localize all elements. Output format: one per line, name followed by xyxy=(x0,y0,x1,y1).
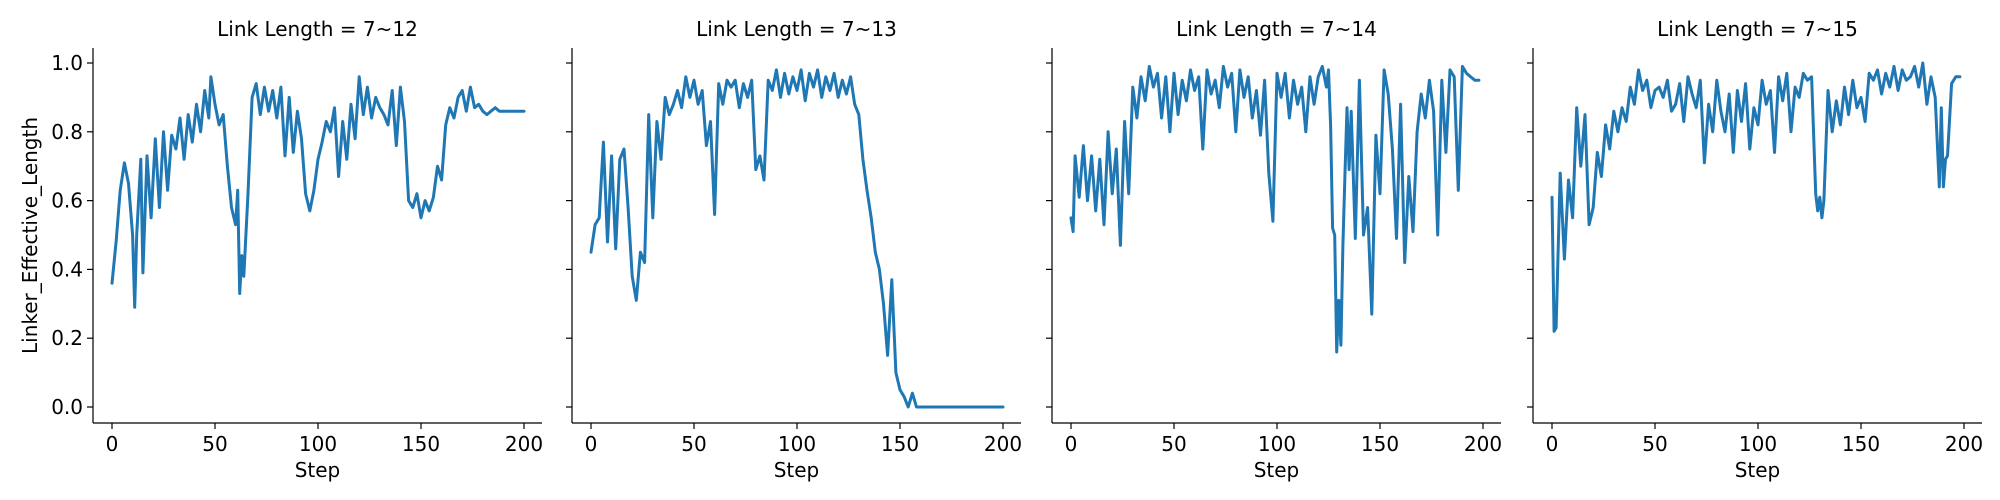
y-axis-label: Linker_Effective_Length xyxy=(18,117,42,354)
panel-title: Link Length = 7~13 xyxy=(696,17,897,41)
y-tick-label: 0.0 xyxy=(51,395,83,419)
x-tick-label: 200 xyxy=(505,432,543,456)
x-tick-label: 100 xyxy=(778,432,816,456)
x-tick-label: 50 xyxy=(202,432,227,456)
x-tick-label: 50 xyxy=(1161,432,1186,456)
x-tick-label: 200 xyxy=(1464,432,1502,456)
y-tick-label: 0.4 xyxy=(51,257,83,281)
x-tick-label: 0 xyxy=(1546,432,1559,456)
series-line xyxy=(1069,64,1481,354)
x-tick-label: 100 xyxy=(1258,432,1296,456)
x-axis-label: Step xyxy=(1735,458,1781,482)
x-tick-label: 150 xyxy=(402,432,440,456)
y-tick-label: 1.0 xyxy=(51,51,83,75)
y-tick-label: 0.8 xyxy=(51,120,83,144)
x-tick-label: 50 xyxy=(681,432,706,456)
chart-panel-2: Link Length = 7~13 0 50 100 150 200 Step xyxy=(566,17,1022,482)
y-tick-label: 0.2 xyxy=(51,326,83,350)
x-tick-label: 0 xyxy=(585,432,598,456)
x-tick-label: 100 xyxy=(299,432,337,456)
x-axis-label: Step xyxy=(295,458,341,482)
panel-title: Link Length = 7~14 xyxy=(1176,17,1377,41)
x-tick-label: 150 xyxy=(881,432,919,456)
series-line xyxy=(1550,61,1962,333)
x-tick-label: 100 xyxy=(1739,432,1777,456)
chart-panel-4: Link Length = 7~15 0 50 100 150 200 Step xyxy=(1527,17,1983,482)
panel-title: Link Length = 7~15 xyxy=(1657,17,1858,41)
series-line xyxy=(110,75,526,309)
x-tick-label: 50 xyxy=(1642,432,1667,456)
x-axis-label: Step xyxy=(774,458,820,482)
x-tick-label: 0 xyxy=(1065,432,1078,456)
x-tick-label: 0 xyxy=(106,432,119,456)
x-axis-label: Step xyxy=(1254,458,1300,482)
chart-panel-3: Link Length = 7~14 0 50 100 150 200 Step xyxy=(1046,17,1502,482)
x-tick-label: 200 xyxy=(1945,432,1983,456)
y-tick-label: 0.6 xyxy=(51,189,83,213)
x-tick-label: 150 xyxy=(1842,432,1880,456)
chart-panel-1: Link Length = 7~12 0 50 100 150 200 0.0 0.2 0.4 0… xyxy=(18,17,543,482)
panel-title: Link Length = 7~12 xyxy=(217,17,418,41)
series-line xyxy=(589,68,1005,409)
x-tick-label: 200 xyxy=(984,432,1022,456)
x-tick-label: 150 xyxy=(1361,432,1399,456)
